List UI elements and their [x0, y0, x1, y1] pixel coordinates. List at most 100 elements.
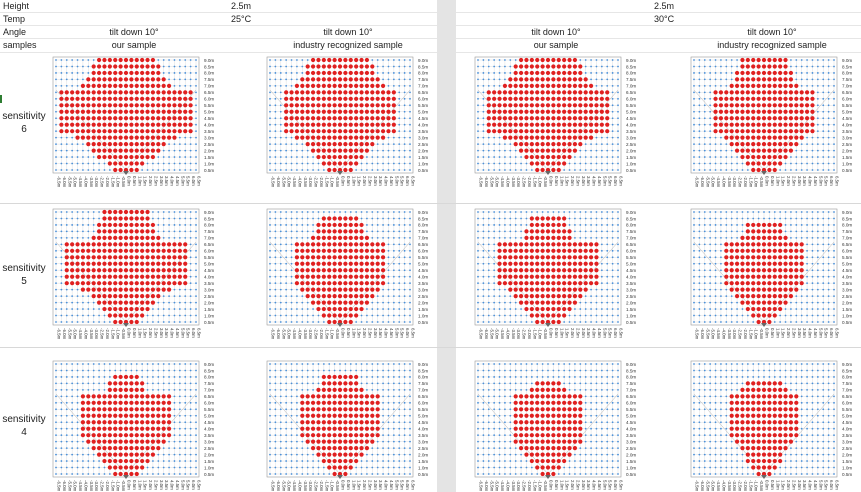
x-tick-label: 6.0m — [191, 328, 196, 338]
y-tick-label: 8.0m — [418, 71, 428, 76]
detected-point — [102, 122, 107, 127]
detected-point — [354, 83, 359, 88]
undetected-point — [520, 162, 522, 165]
detected-point — [123, 407, 129, 412]
detected-point — [375, 90, 380, 95]
undetected-point — [790, 236, 792, 239]
detected-point — [96, 413, 102, 418]
x-tick-label: -2.5m — [314, 176, 319, 188]
undetected-point — [816, 162, 819, 165]
detected-point — [145, 281, 150, 286]
undetected-point — [398, 243, 401, 246]
undetected-point — [698, 123, 701, 126]
detected-point — [321, 313, 326, 318]
undetected-point — [698, 84, 701, 87]
undetected-point — [382, 59, 384, 61]
undetected-point — [403, 243, 406, 246]
detected-point — [284, 96, 289, 101]
undetected-point — [509, 65, 512, 68]
undetected-point — [195, 395, 197, 398]
detected-point — [572, 142, 578, 147]
undetected-point — [590, 78, 592, 81]
detected-point — [572, 287, 578, 292]
detected-point — [129, 167, 134, 173]
detected-point — [562, 122, 567, 127]
detected-point — [729, 116, 734, 121]
detected-point — [767, 161, 772, 166]
x-tick-label: 1.0m — [137, 176, 142, 186]
undetected-point — [714, 236, 717, 239]
detected-point — [96, 248, 102, 253]
detected-point — [599, 122, 604, 127]
undetected-point — [371, 224, 374, 226]
x-tick-label: -5.5m — [705, 328, 710, 340]
undetected-point — [827, 211, 830, 213]
detected-point — [343, 154, 348, 160]
undetected-point — [611, 256, 614, 259]
undetected-point — [189, 408, 192, 411]
detected-point — [761, 129, 767, 134]
detected-point — [183, 281, 188, 286]
detected-point — [327, 167, 332, 173]
detected-point — [310, 135, 316, 140]
detected-point — [524, 103, 529, 108]
x-tick-label: 0.0m — [765, 176, 770, 186]
detected-point — [535, 281, 540, 286]
detected-point — [332, 90, 337, 95]
undetected-point — [827, 156, 830, 158]
undetected-point — [76, 84, 79, 87]
detected-point — [562, 90, 567, 95]
x-tick-label: -2.5m — [522, 176, 527, 188]
detected-point — [375, 274, 380, 279]
detected-point — [364, 83, 370, 88]
detected-point — [129, 96, 134, 101]
x-tick-label: -1.5m — [324, 176, 329, 188]
y-tick-label: 1.0m — [418, 161, 428, 166]
detected-point — [794, 287, 799, 292]
undetected-point — [477, 288, 479, 291]
undetected-point — [482, 217, 485, 220]
detected-point — [129, 222, 134, 228]
undetected-point — [725, 236, 728, 239]
undetected-point — [387, 149, 390, 152]
detected-point — [96, 142, 102, 147]
undetected-point — [87, 369, 90, 372]
undetected-point — [617, 230, 619, 233]
undetected-point — [827, 84, 830, 87]
undetected-point — [606, 262, 609, 265]
detected-point — [129, 255, 134, 260]
y-tick-label: 3.0m — [418, 135, 428, 140]
detected-point — [761, 281, 767, 286]
detected-point — [783, 64, 788, 69]
undetected-point — [141, 369, 144, 372]
undetected-point — [703, 288, 706, 291]
detected-point — [134, 142, 139, 147]
undetected-point — [184, 321, 187, 323]
detected-point — [529, 229, 534, 234]
detected-point — [756, 148, 761, 153]
detected-point — [294, 135, 300, 140]
undetected-point — [398, 249, 401, 252]
undetected-point — [768, 211, 771, 213]
undetected-point — [482, 275, 485, 278]
detected-point — [518, 274, 524, 279]
detected-point — [123, 420, 129, 425]
detected-point — [529, 235, 534, 240]
detected-point — [605, 90, 610, 95]
detected-point — [123, 374, 129, 380]
undetected-point — [269, 110, 271, 113]
x-tick-label: -4.5m — [292, 328, 297, 340]
detected-point — [134, 235, 139, 240]
detected-point — [145, 64, 150, 69]
undetected-point — [757, 211, 760, 213]
undetected-point — [87, 230, 90, 233]
detected-point — [756, 248, 761, 253]
undetected-point — [296, 308, 298, 310]
detected-point — [337, 142, 343, 147]
detected-point — [508, 281, 513, 286]
detected-point — [118, 167, 123, 173]
detected-point — [102, 274, 107, 279]
detected-point — [370, 135, 375, 140]
x-tick-label: -2.5m — [738, 176, 743, 188]
undetected-point — [611, 104, 614, 107]
